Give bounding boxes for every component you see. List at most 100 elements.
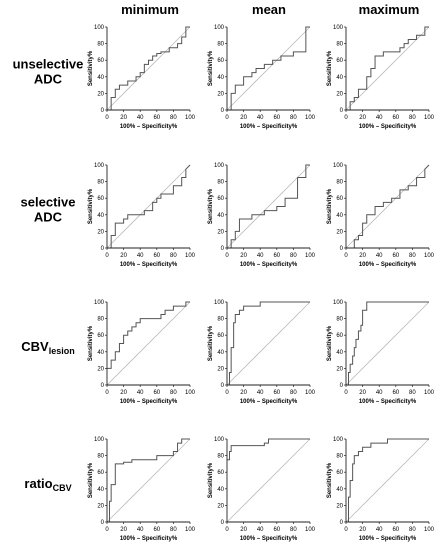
y-tick-label: 100	[333, 163, 344, 169]
reference-line	[226, 26, 311, 111]
x-tick-label: 100	[185, 390, 196, 396]
x-tick-label: 40	[257, 390, 264, 396]
x-tick-label: 20	[359, 527, 366, 533]
x-tick-label: 60	[392, 527, 399, 533]
x-tick-label: 0	[105, 253, 109, 259]
roc-curve-line	[107, 164, 191, 249]
y-tick-label: 40	[336, 75, 343, 81]
x-axis-title: 100% – Specificity%	[240, 262, 298, 268]
y-tick-label: 0	[340, 383, 344, 389]
y-tick-label: 100	[94, 437, 105, 443]
y-axis-title: Sensitivity%	[208, 325, 214, 361]
row-label-subscript: lesion	[49, 346, 75, 356]
x-tick-label: 80	[409, 115, 416, 121]
y-tick-label: 0	[221, 108, 225, 114]
x-axis-title: 100% – Specificity%	[359, 262, 417, 268]
x-tick-label: 60	[392, 115, 399, 121]
y-tick-label: 60	[336, 470, 343, 476]
row-label-subscript: CBV	[53, 483, 72, 493]
roc-panel-2-0: 00 20 20 40 40 60 60 80 80 100 100 100% – Specifici…	[88, 300, 196, 405]
y-tick-label: 60	[336, 333, 343, 339]
roc-curve-line	[346, 164, 430, 249]
x-tick-label: 60	[392, 253, 399, 259]
roc-curve-line	[107, 438, 190, 523]
roc-panel-1-2: 00 20 20 40 40 60 60 80 80 100 100 100% – Specifici…	[327, 163, 435, 268]
y-axis-title: Sensitivity%	[208, 188, 214, 224]
x-tick-label: 40	[376, 253, 383, 259]
roc-curve-line	[227, 26, 310, 111]
x-tick-label: 40	[137, 253, 144, 259]
roc-panel-1-1: 00 20 20 40 40 60 60 80 80 100 100 100% – Specifici…	[208, 163, 316, 268]
y-tick-label: 60	[336, 58, 343, 64]
x-tick-label: 80	[409, 527, 416, 533]
x-tick-label: 60	[273, 253, 280, 259]
x-tick-label: 20	[120, 527, 127, 533]
y-tick-label: 40	[97, 75, 104, 81]
x-tick-label: 0	[344, 390, 348, 396]
x-tick-label: 20	[240, 527, 247, 533]
y-tick-label: 80	[97, 42, 104, 48]
y-tick-label: 100	[214, 437, 225, 443]
x-axis-title: 100% – Specificity%	[120, 124, 178, 130]
roc-panel-3-0: 00 20 20 40 40 60 60 80 80 100 100 100% – Specifici…	[88, 437, 196, 542]
x-tick-label: 60	[153, 115, 160, 121]
y-tick-label: 60	[217, 470, 224, 476]
y-tick-label: 0	[340, 108, 344, 114]
y-tick-label: 20	[217, 91, 224, 97]
y-tick-label: 100	[94, 300, 105, 306]
y-tick-label: 100	[214, 163, 225, 169]
y-tick-label: 20	[97, 229, 104, 235]
y-tick-label: 100	[333, 437, 344, 443]
x-tick-label: 40	[376, 390, 383, 396]
x-tick-label: 60	[273, 115, 280, 121]
y-tick-label: 20	[217, 366, 224, 372]
x-tick-label: 20	[120, 115, 127, 121]
x-tick-label: 100	[424, 390, 435, 396]
row-label-0-1: ADC	[34, 72, 63, 87]
y-tick-label: 0	[101, 520, 105, 526]
y-tick-label: 40	[217, 75, 224, 81]
y-tick-label: 20	[97, 91, 104, 97]
x-tick-label: 20	[359, 115, 366, 121]
reference-line	[106, 164, 191, 249]
row-label-text: unselective	[13, 57, 84, 72]
y-tick-label: 40	[97, 350, 104, 356]
y-tick-label: 40	[97, 487, 104, 493]
x-tick-label: 0	[344, 253, 348, 259]
y-tick-label: 80	[336, 180, 343, 186]
x-tick-label: 40	[376, 115, 383, 121]
y-axis-title: Sensitivity%	[88, 462, 94, 498]
x-tick-label: 80	[290, 115, 297, 121]
y-tick-label: 60	[97, 58, 104, 64]
x-tick-label: 80	[170, 115, 177, 121]
x-axis-title: 100% – Specificity%	[359, 399, 417, 405]
x-tick-label: 20	[240, 390, 247, 396]
roc-curve-line	[107, 301, 190, 369]
roc-curve-line	[227, 164, 310, 249]
y-tick-label: 80	[217, 42, 224, 48]
x-tick-label: 20	[240, 115, 247, 121]
row-label-3-0: ratioCBV	[24, 476, 71, 493]
row-label-text: ratio	[24, 476, 52, 491]
x-tick-label: 100	[305, 390, 316, 396]
roc-curve-line	[346, 26, 429, 111]
reference-line	[106, 438, 191, 523]
x-tick-label: 0	[225, 527, 229, 533]
reference-line	[226, 438, 311, 523]
roc-curve-line	[107, 26, 190, 111]
y-axis-title: Sensitivity%	[88, 50, 94, 86]
row-label-text: ADC	[34, 72, 63, 87]
x-tick-label: 60	[153, 390, 160, 396]
y-axis-title: Sensitivity%	[88, 325, 94, 361]
y-axis-title: Sensitivity%	[327, 50, 333, 86]
x-tick-label: 20	[120, 253, 127, 259]
x-tick-label: 100	[424, 115, 435, 121]
y-tick-label: 80	[217, 317, 224, 323]
x-tick-label: 80	[409, 390, 416, 396]
x-tick-label: 0	[225, 115, 229, 121]
roc-panel-3-2: 00 20 20 40 40 60 60 80 80 100 100 100% – Specifici…	[327, 437, 435, 542]
reference-line	[106, 26, 191, 111]
y-tick-label: 60	[97, 470, 104, 476]
y-axis-title: Sensitivity%	[327, 188, 333, 224]
